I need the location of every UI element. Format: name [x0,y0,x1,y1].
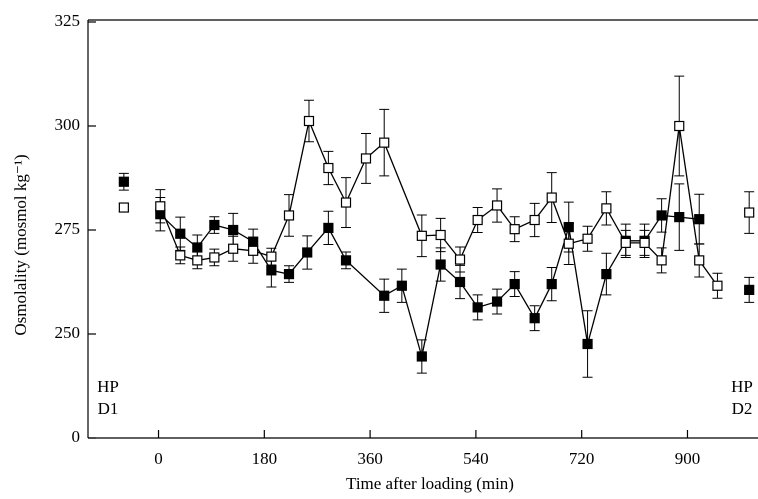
data-point [192,255,203,266]
data-point [209,252,220,263]
data-point [674,120,685,132]
data-point [656,255,667,266]
data-point [563,238,574,249]
data-point [694,255,705,266]
data-point [582,338,593,350]
data-point [416,351,427,362]
annotation: D1 [98,399,119,418]
x-tick-label: 360 [357,449,383,468]
data-point [248,245,259,256]
data-point [472,214,483,226]
data-point [303,115,315,127]
data-point [491,296,503,307]
data-point [323,222,334,234]
data-point [546,192,557,203]
data-point [582,233,593,244]
data-point [283,210,295,221]
data-point [283,268,295,280]
data-point [674,212,685,223]
data-point [228,224,239,236]
y-tick-label: 300 [55,115,81,134]
data-point [209,219,220,231]
data-point [118,202,129,213]
y-tick-label: 250 [55,323,81,342]
data-point [192,242,203,253]
data-point [155,201,166,212]
data-point [302,247,313,258]
x-tick-label: 0 [154,449,163,468]
data-point [620,237,631,248]
data-point [118,176,129,187]
data-point [454,276,466,288]
data-point [639,237,650,248]
x-tick-label: 180 [252,449,278,468]
data-point [416,230,427,241]
x-axis-label: Time after loading (min) [346,474,514,493]
data-point [340,197,352,208]
annotation: HP [97,377,119,396]
annotation: D2 [732,399,753,418]
x-tick-label: 720 [569,449,595,468]
data-point [546,278,557,290]
data-point [175,228,186,239]
data-point [472,302,483,313]
data-point [601,203,612,214]
x-tick-label: 900 [675,449,701,468]
data-point [323,162,334,174]
data-point [340,255,352,266]
data-point [266,265,277,276]
x-tick-label: 540 [463,449,489,468]
data-point [491,200,503,211]
data-point [228,243,239,254]
data-point [509,278,520,290]
data-point [529,313,540,324]
data-point [379,290,390,301]
data-point [656,210,667,221]
data-point [744,207,755,218]
data-point [379,137,390,148]
data-point [694,214,705,225]
y-axis-label: Osmolality (mosmol kg⁻¹) [11,154,30,335]
data-point [360,153,372,164]
data-point [712,280,723,291]
y-tick-label: 275 [55,219,81,238]
data-point [175,250,186,261]
data-point [266,251,277,262]
data-point [529,214,540,226]
annotation: HP [731,377,753,396]
data-point [435,229,446,241]
data-point [396,280,407,291]
y-tick-label: 0 [72,427,81,446]
data-point [601,268,612,280]
y-tick-label: 325 [55,11,81,30]
data-point [435,259,446,270]
data-point [509,224,520,235]
data-point [454,254,466,265]
data-point [744,284,755,296]
